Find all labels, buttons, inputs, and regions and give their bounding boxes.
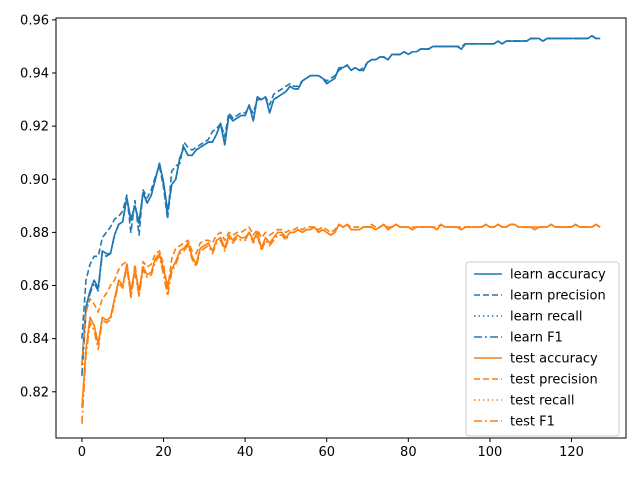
y-tick-label: 0.90 xyxy=(20,173,49,188)
legend-label: learn F1 xyxy=(510,331,563,346)
legend-label: test recall xyxy=(510,394,575,409)
series-line-test-f1 xyxy=(81,223,601,424)
legend-label: learn recall xyxy=(510,310,582,325)
y-tick-label: 0.82 xyxy=(20,385,49,400)
x-tick-label: 40 xyxy=(237,445,254,460)
y-tick-label: 0.94 xyxy=(20,66,49,81)
y-tick-label: 0.88 xyxy=(20,226,49,241)
legend-label: test precision xyxy=(510,373,598,388)
x-tick-label: 80 xyxy=(400,445,417,460)
x-axis: 0 20 40 60 80 100 120 xyxy=(78,438,584,460)
x-tick-label: 100 xyxy=(478,445,503,460)
y-tick-label: 0.92 xyxy=(20,120,49,135)
x-tick-label: 120 xyxy=(559,445,584,460)
y-tick-label: 0.84 xyxy=(20,332,49,347)
y-tick-label: 0.96 xyxy=(20,13,49,28)
series-line-learn-f1 xyxy=(81,34,601,376)
legend-label: test accuracy xyxy=(510,352,598,367)
y-axis: 0.82 0.84 0.86 0.88 0.90 0.92 0.94 0.96 xyxy=(20,13,56,400)
x-tick-label: 60 xyxy=(318,445,335,460)
legend-label: learn precision xyxy=(510,289,606,304)
legend-box xyxy=(465,261,620,437)
x-tick-label: 0 xyxy=(78,445,86,460)
plot-frame xyxy=(55,17,627,439)
x-tick-label: 20 xyxy=(155,445,172,460)
legend-label: test F1 xyxy=(510,415,555,430)
legend-label: learn accuracy xyxy=(510,268,606,283)
y-tick-label: 0.86 xyxy=(20,279,49,294)
plot-lines xyxy=(81,34,601,424)
legend: learn accuracy learn precision learn recal… xyxy=(465,261,620,437)
